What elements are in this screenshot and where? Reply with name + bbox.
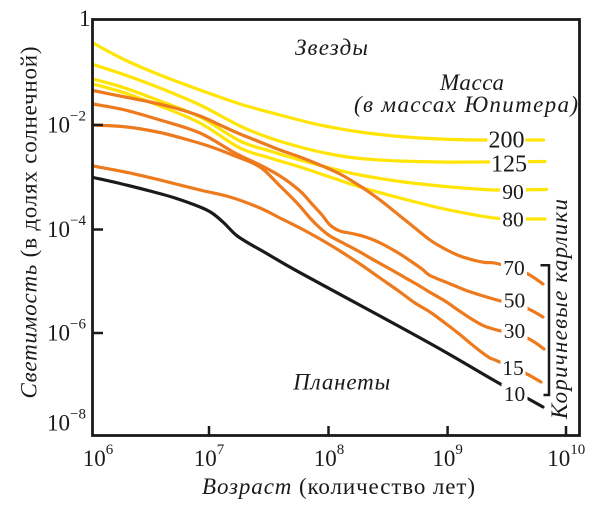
svg-text:50: 50 (504, 288, 526, 312)
svg-text:(в массах Юпитера): (в массах Юпитера) (354, 92, 578, 117)
svg-text:125: 125 (491, 152, 527, 178)
svg-text:80: 80 (502, 208, 524, 232)
svg-text:15: 15 (502, 356, 524, 380)
svg-text:1: 1 (79, 6, 91, 31)
svg-text:90: 90 (502, 180, 524, 204)
svg-text:200: 200 (489, 128, 525, 154)
svg-text:10: 10 (504, 382, 526, 406)
svg-text:70: 70 (503, 256, 525, 280)
svg-text:Масса: Масса (439, 70, 504, 95)
svg-text:Светимость (в долях солнечной): Светимость (в долях солнечной) (17, 47, 42, 399)
svg-text:Коричневые карлики: Коричневые карлики (547, 199, 572, 420)
svg-text:Звезды: Звезды (295, 35, 368, 60)
svg-text:Возраст (количество лет): Возраст (количество лет) (202, 474, 475, 499)
svg-text:Планеты: Планеты (292, 370, 390, 395)
svg-text:30: 30 (504, 319, 526, 343)
